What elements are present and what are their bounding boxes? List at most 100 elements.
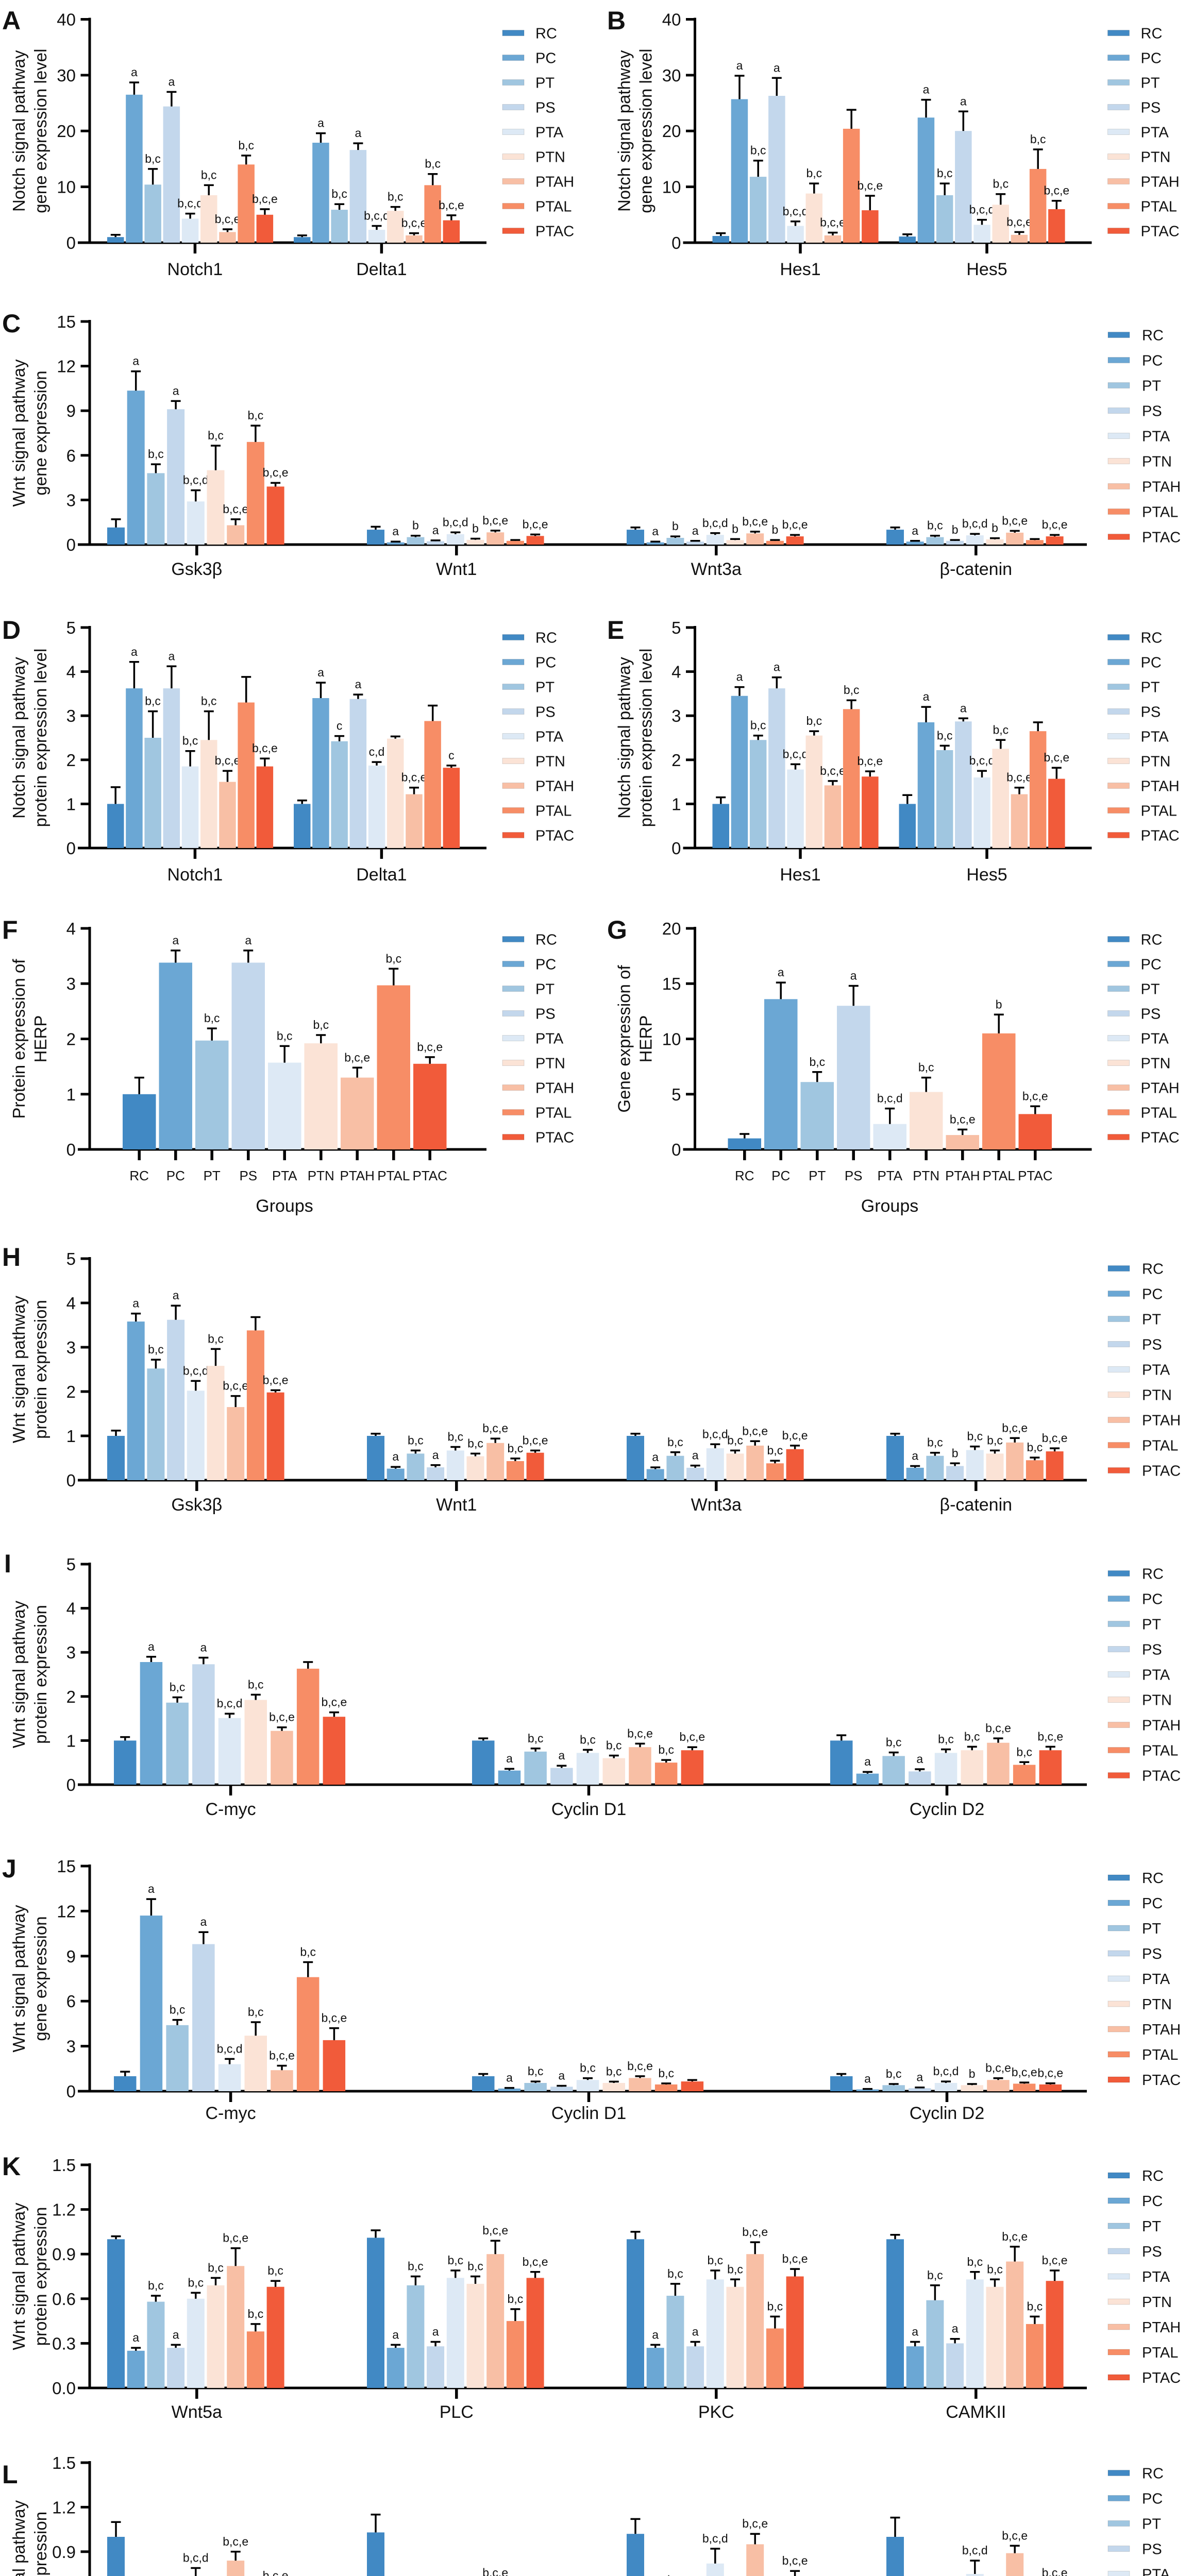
svg-text:Wnt signal pathway: Wnt signal pathway (9, 1905, 28, 2053)
svg-text:D: D (2, 616, 21, 645)
svg-text:b,c: b,c (408, 2260, 424, 2273)
svg-text:a: a (148, 1882, 155, 1895)
svg-text:b,c,d: b,c,d (183, 2551, 209, 2565)
svg-text:RC: RC (1141, 932, 1163, 948)
svg-text:b,c: b,c (248, 2307, 264, 2320)
svg-text:a: a (912, 524, 918, 537)
svg-text:RC: RC (1141, 630, 1163, 647)
svg-text:PLC: PLC (440, 2402, 474, 2422)
svg-text:PS: PS (1142, 1642, 1162, 1658)
svg-text:b,c,e: b,c,e (215, 754, 241, 767)
svg-text:Hes1: Hes1 (780, 865, 820, 885)
svg-text:2: 2 (66, 1382, 76, 1401)
svg-text:gene expression: gene expression (31, 370, 50, 495)
svg-text:b,c,d: b,c,d (183, 1364, 209, 1377)
svg-text:a: a (200, 1915, 207, 1928)
svg-text:10: 10 (57, 178, 76, 197)
svg-text:F: F (2, 916, 18, 944)
svg-text:gene expression: gene expression (31, 1916, 50, 2041)
svg-text:a: a (132, 354, 139, 368)
svg-text:20: 20 (662, 919, 681, 938)
svg-text:b,c: b,c (937, 166, 953, 180)
svg-text:PTAH: PTAH (1141, 174, 1180, 191)
svg-text:PTN: PTN (1142, 2294, 1172, 2311)
svg-text:0: 0 (66, 1775, 76, 1794)
svg-text:c: c (448, 749, 455, 762)
svg-text:PTA: PTA (877, 1168, 902, 1183)
svg-text:PTAH: PTAH (1142, 1413, 1181, 1429)
svg-text:Wnt5a: Wnt5a (172, 2402, 222, 2422)
svg-text:b,c: b,c (806, 714, 822, 727)
svg-text:HERP: HERP (636, 1015, 656, 1063)
svg-text:2: 2 (66, 1687, 76, 1706)
svg-text:b,c: b,c (886, 1736, 902, 1749)
svg-text:RC: RC (735, 1168, 754, 1183)
svg-text:I: I (4, 1549, 11, 1578)
svg-text:PT: PT (535, 75, 555, 92)
svg-text:c,d: c,d (369, 745, 385, 758)
svg-text:b,c: b,c (927, 1436, 943, 1449)
svg-text:b,c: b,c (767, 1444, 783, 1457)
svg-text:PC: PC (535, 957, 556, 973)
svg-text:PTN: PTN (1142, 1692, 1172, 1709)
svg-text:b,c,e: b,c,e (627, 1726, 653, 1740)
svg-text:a: a (173, 1289, 179, 1302)
svg-text:b: b (672, 519, 679, 533)
svg-text:3: 3 (671, 706, 681, 725)
svg-text:b,c,d: b,c,d (217, 1697, 243, 1710)
svg-text:a: a (132, 1297, 139, 1310)
svg-text:0: 0 (671, 839, 681, 858)
svg-text:PTN: PTN (1142, 454, 1172, 470)
svg-text:b,c: b,c (388, 190, 404, 204)
svg-text:a: a (245, 934, 251, 947)
svg-text:b,c,d: b,c,d (702, 516, 728, 530)
svg-text:b,c,e: b,c,e (523, 1433, 548, 1447)
svg-text:b,c,d: b,c,d (783, 205, 809, 218)
svg-text:b,c: b,c (170, 1681, 186, 1694)
svg-text:3: 3 (66, 706, 76, 725)
svg-text:b,c,e: b,c,e (679, 1730, 705, 1743)
svg-text:Delta1: Delta1 (356, 260, 407, 279)
svg-text:b,c: b,c (331, 187, 347, 200)
svg-text:1: 1 (671, 794, 681, 814)
svg-text:b,c,e: b,c,e (742, 2225, 768, 2239)
svg-text:b,c,e: b,c,e (223, 2231, 248, 2245)
svg-text:Wnt3a: Wnt3a (691, 1495, 742, 1515)
svg-text:PTAL: PTAL (1141, 803, 1177, 820)
svg-text:b,c,e: b,c,e (401, 771, 427, 784)
svg-text:PTAH: PTAH (340, 1168, 374, 1183)
svg-text:b,c: b,c (987, 2262, 1003, 2276)
svg-text:b,c: b,c (528, 2064, 544, 2078)
svg-text:b,c: b,c (182, 734, 198, 748)
svg-text:Wnt1: Wnt1 (436, 1495, 477, 1515)
svg-text:15: 15 (57, 312, 76, 331)
svg-text:b,c,e: b,c,e (985, 2061, 1011, 2075)
svg-text:15: 15 (662, 974, 681, 993)
svg-text:b,c: b,c (528, 1732, 544, 1745)
svg-text:RC: RC (1142, 1870, 1164, 1887)
svg-text:PTAL: PTAL (535, 1105, 572, 1122)
svg-text:b,c,e: b,c,e (1002, 1421, 1028, 1434)
svg-text:gene expression level: gene expression level (31, 49, 50, 213)
svg-text:a: a (864, 2072, 871, 2086)
svg-text:b: b (969, 2067, 976, 2080)
svg-text:30: 30 (57, 66, 76, 85)
svg-text:b,c: b,c (658, 2066, 674, 2080)
svg-text:b,c: b,c (938, 1733, 954, 1746)
svg-text:PS: PS (1141, 704, 1161, 721)
svg-text:β-catenin: β-catenin (940, 560, 1013, 579)
svg-text:3: 3 (66, 1643, 76, 1662)
svg-text:PTN: PTN (308, 1168, 334, 1183)
svg-text:b,c,e: b,c,e (820, 764, 846, 777)
svg-text:c: c (337, 719, 343, 733)
svg-text:RC: RC (1142, 1566, 1164, 1583)
svg-text:PT: PT (809, 1168, 826, 1183)
svg-text:a: a (317, 666, 324, 679)
svg-text:PS: PS (535, 1006, 556, 1023)
svg-text:PTA: PTA (272, 1168, 297, 1183)
svg-text:b,c: b,c (248, 409, 264, 422)
svg-text:12: 12 (57, 1902, 76, 1921)
svg-text:PTA: PTA (1142, 1971, 1170, 1988)
svg-text:b,c,e: b,c,e (417, 1040, 443, 1054)
svg-text:b,c: b,c (987, 1433, 1003, 1447)
